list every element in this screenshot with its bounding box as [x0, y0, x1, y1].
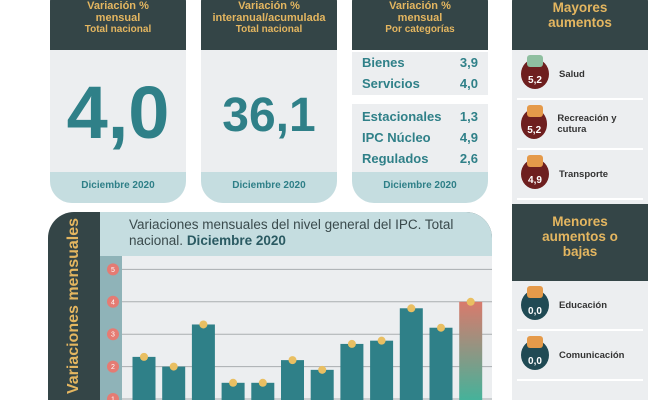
- ranking-item: 0,0 Educación: [517, 281, 643, 331]
- ranking-value: 0,0: [528, 306, 542, 317]
- phone-icon: 0,0: [521, 336, 549, 370]
- card-yearly: Variación % interanual/acumulada Total nac…: [201, 0, 337, 203]
- category-label: Regulados: [362, 151, 429, 166]
- bar: [221, 382, 245, 400]
- chart-title: Variaciones mensuales del nivel general …: [100, 212, 492, 256]
- bar: [340, 343, 364, 400]
- bar-marker: [407, 304, 416, 313]
- ranking-value: 4,9: [528, 175, 542, 186]
- bar: [162, 366, 186, 400]
- y-tick-badge: [107, 295, 119, 308]
- category-row: Regulados 2,6: [362, 148, 478, 169]
- bar-marker: [318, 365, 327, 374]
- category-group: Estacionales 1,3 IPC Núcleo 4,9 Regulados 2…: [352, 104, 488, 184]
- y-axis-strip: [100, 256, 122, 400]
- y-tick-label: 5: [111, 267, 115, 274]
- card-monthly: Variación % mensual Total nacional 4,0 Dic…: [50, 0, 186, 203]
- ranking-value: 5,2: [527, 125, 542, 136]
- bar-marker: [169, 362, 178, 371]
- bar: [281, 360, 304, 400]
- category-label: IPC Núcleo: [362, 130, 431, 145]
- top-title: Mayores aumentos: [512, 0, 648, 50]
- ranking-label: Comunicación: [559, 349, 625, 361]
- bar: [370, 340, 394, 400]
- card-title: Variación %: [389, 0, 451, 12]
- category-value: 1,3: [459, 109, 478, 124]
- y-axis-label: Variaciones mensuales: [65, 217, 82, 395]
- chart-panel: Variaciones mensuales Variaciones mensua…: [48, 212, 492, 400]
- y-tick-label: 3: [111, 332, 115, 339]
- yearly-value: 36,1: [222, 89, 316, 142]
- card-title: Variación %: [87, 0, 149, 12]
- monthly-value: 4,0: [66, 71, 170, 154]
- bar-marker: [288, 356, 297, 365]
- bar: [251, 382, 275, 400]
- y-tick-badge: [107, 263, 119, 276]
- bottom-title: Menores aumentos o bajas: [512, 204, 648, 281]
- bar: [459, 301, 483, 400]
- category-value: 4,0: [459, 76, 478, 91]
- car-icon: 4,9: [521, 155, 549, 189]
- bar-marker: [140, 352, 148, 361]
- ranking-label: Educación: [559, 299, 608, 311]
- bar-marker: [229, 378, 238, 387]
- recreation-icon: 5,2: [521, 105, 548, 139]
- bar-marker: [258, 378, 267, 387]
- card-footer: Diciembre 2020: [50, 172, 186, 203]
- category-label: Estacionales: [362, 109, 442, 124]
- bar-marker: [466, 297, 475, 306]
- category-value: 4,9: [459, 130, 478, 145]
- card-footer: Diciembre 2020: [201, 172, 337, 203]
- chart-title-bold: Diciembre 2020: [186, 233, 286, 248]
- bar: [191, 324, 215, 400]
- card-title2: interanual/acumulada: [212, 12, 326, 24]
- card-subtitle: Por categorías: [385, 24, 455, 35]
- bar-marker: [347, 339, 356, 348]
- y-tick-label: 4: [111, 299, 115, 306]
- card-title2: mensual: [95, 12, 141, 24]
- health-icon: 5,2: [521, 55, 549, 89]
- category-row: Servicios 4,0: [362, 73, 478, 94]
- bar-marker: [377, 336, 386, 345]
- y-tick-label: 1: [111, 397, 115, 400]
- ranking-item: 4,9 Transporte: [517, 150, 643, 200]
- category-label: Bienes: [362, 55, 405, 70]
- ranking-label: Recreación y cutura: [557, 113, 617, 135]
- ranking-value: 0,0: [528, 356, 542, 367]
- category-row: Estacionales 1,3: [362, 106, 478, 127]
- ranking-item: 5,2 Recreación y cutura: [517, 100, 643, 150]
- card-footer: Diciembre 2020: [352, 172, 488, 203]
- card-categories: Variación % mensual Por categorías Bienes 3…: [352, 0, 488, 203]
- rankings-panel: Mayores aumentos 5,2 Salud 5,2 Recreación y…: [512, 0, 648, 400]
- bar-chart: 1 2 3 4 5: [100, 256, 492, 400]
- bar: [399, 308, 423, 400]
- bar: [132, 356, 156, 400]
- ranking-item: 5,2 Salud: [517, 50, 643, 100]
- card-title: Variación %: [238, 0, 300, 12]
- y-tick-badge: [107, 393, 119, 400]
- y-tick-label: 2: [111, 364, 115, 371]
- bar-marker: [437, 323, 445, 332]
- category-value: 2,6: [459, 151, 478, 166]
- card-subtitle: Total nacional: [84, 24, 152, 35]
- ranking-value: 5,2: [528, 75, 542, 86]
- ranking-label: Salud: [559, 68, 585, 80]
- category-row: Bienes 3,9: [362, 52, 478, 73]
- chart-title-text: Variaciones mensuales del nivel general …: [129, 217, 454, 248]
- bar-marker: [199, 320, 208, 329]
- category-label: Servicios: [362, 76, 420, 91]
- y-tick-badge: [107, 360, 119, 373]
- y-tick-badge: [107, 328, 119, 341]
- category-row: IPC Núcleo 4,9: [362, 127, 478, 148]
- card-subtitle: Total nacional: [235, 24, 303, 35]
- bar: [310, 369, 334, 400]
- book-icon: 0,0: [521, 286, 549, 320]
- ranking-item: 0,0 Comunicación: [517, 331, 643, 381]
- category-value: 3,9: [459, 55, 478, 70]
- category-group: Bienes 3,9 Servicios 4,0: [352, 52, 488, 95]
- bar: [429, 327, 453, 400]
- ranking-label: Transporte: [559, 168, 609, 180]
- card-title2: mensual: [397, 12, 443, 24]
